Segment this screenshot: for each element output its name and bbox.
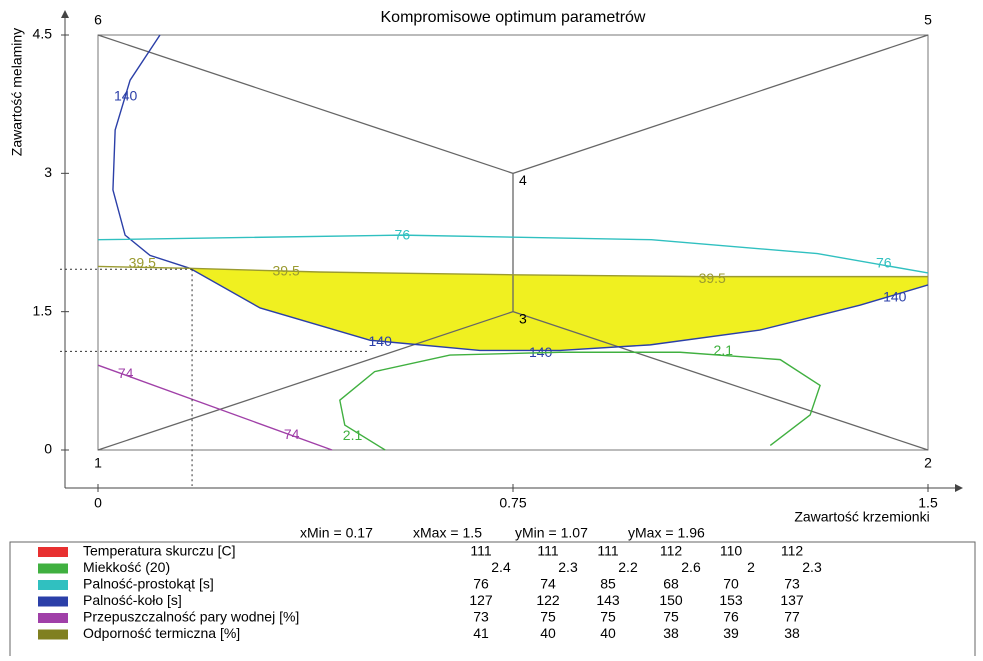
- design-line: [512, 34, 929, 174]
- legend-swatch: [38, 596, 68, 607]
- legend-swatch: [38, 547, 68, 557]
- legend-label: Temperatura skurczu [C]: [83, 543, 236, 559]
- table-value: 73: [473, 609, 489, 625]
- contour-label: 2.1: [714, 342, 734, 358]
- contour-label: 140: [114, 87, 138, 103]
- chart-title: Kompromisowe optimum parametrów: [381, 9, 646, 26]
- table-value: 143: [596, 592, 620, 608]
- table-value: 110: [720, 543, 743, 559]
- contour-label: 140: [883, 289, 907, 305]
- contour-label: 76: [395, 227, 411, 243]
- table-value: 75: [600, 609, 616, 625]
- design-line: [512, 311, 929, 451]
- table-value: 75: [540, 609, 556, 625]
- contour-label: 39.5: [699, 270, 726, 286]
- table-value: 2.4: [491, 559, 511, 575]
- y-axis-label: Zawartość melaminy: [9, 28, 25, 156]
- table-value: 2.6: [681, 559, 701, 575]
- table-value: 39: [723, 625, 739, 641]
- contour-label: 2.1: [343, 427, 363, 443]
- contour-label: 39.5: [273, 263, 300, 279]
- legend-label: Przepuszczalność pary wodnej [%]: [83, 609, 299, 625]
- legend-swatch: [38, 580, 68, 590]
- table-value: 153: [719, 592, 743, 608]
- limit-label: xMax =: [413, 525, 459, 541]
- contour-line: [97, 234, 929, 274]
- table-value: 38: [784, 625, 800, 641]
- vertex-label: 6: [94, 12, 102, 28]
- contour-line: [97, 364, 333, 451]
- table-value: 127: [469, 592, 493, 608]
- table-value: 111: [597, 543, 618, 559]
- contour-line: [112, 34, 929, 352]
- table-value: 38: [663, 625, 679, 641]
- table-value: 76: [723, 609, 739, 625]
- x-tick-label: 0: [94, 495, 102, 511]
- vertex-label: 2: [924, 455, 932, 471]
- table-value: 40: [600, 625, 616, 641]
- design-line: [97, 311, 514, 451]
- contour-label: 76: [876, 254, 892, 270]
- x-tick-label: 0.75: [499, 495, 526, 511]
- contour-label: 39.5: [129, 254, 156, 270]
- limit-label: yMax =: [628, 525, 674, 541]
- contour-label: 140: [369, 333, 393, 349]
- table-value: 112: [781, 543, 804, 559]
- x-arrow: [955, 484, 963, 492]
- table-value: 74: [540, 576, 556, 592]
- limit-label: xMin =: [300, 525, 342, 541]
- limit-value: 1.96: [678, 525, 705, 541]
- table-value: 70: [723, 576, 739, 592]
- table-value: 111: [537, 543, 558, 559]
- vertex-label: 1: [94, 455, 102, 471]
- legend-swatch: [38, 629, 68, 640]
- legend-swatch: [38, 563, 68, 574]
- contour-line: [97, 265, 928, 278]
- feasible-region: [189, 268, 928, 351]
- table-value: 76: [473, 576, 489, 592]
- table-value: 77: [784, 609, 800, 625]
- table-value: 122: [536, 592, 560, 608]
- vertex-label: 4: [519, 172, 527, 188]
- table-value: 68: [663, 576, 679, 592]
- table-value: 73: [784, 576, 800, 592]
- legend-label: Miekkość (20): [83, 559, 170, 575]
- contour-label: 74: [284, 426, 300, 442]
- y-arrow: [61, 10, 69, 18]
- table-value: 137: [780, 592, 804, 608]
- table-value: 2.3: [802, 559, 822, 575]
- table-value: 75: [663, 609, 679, 625]
- limit-value: 0.17: [346, 525, 373, 541]
- vertex-label: 3: [519, 310, 527, 326]
- limit-value: 1.5: [463, 525, 483, 541]
- plot-frame: [97, 34, 929, 451]
- y-tick-label: 1.5: [33, 302, 53, 318]
- vertex-label: 5: [924, 12, 932, 28]
- table-value: 111: [470, 543, 491, 559]
- table-value: 85: [600, 576, 616, 592]
- table-value: 112: [660, 543, 683, 559]
- table-value: 41: [473, 625, 489, 641]
- y-tick-label: 3: [44, 164, 52, 180]
- table-value: 2.3: [558, 559, 578, 575]
- legend-label: Palność-prostokąt [s]: [83, 576, 214, 592]
- y-tick-label: 0: [44, 441, 52, 457]
- contour-line: [339, 351, 821, 451]
- limit-label: yMin =: [515, 525, 557, 541]
- table-value: 2: [747, 559, 755, 575]
- legend-label: Palność-koło [s]: [83, 592, 182, 608]
- legend-swatch: [38, 613, 68, 623]
- legend-label: Odporność termiczna [%]: [83, 625, 240, 641]
- table-value: 150: [659, 592, 683, 608]
- table-value: 40: [540, 625, 556, 641]
- y-tick-label: 4.5: [33, 26, 53, 42]
- design-line: [97, 34, 514, 174]
- table-value: 2.2: [618, 559, 638, 575]
- x-tick-label: 1.5: [918, 495, 938, 511]
- limit-value: 1.07: [561, 525, 588, 541]
- contour-label: 140: [529, 344, 553, 360]
- x-axis-label: Zawartość krzemionki: [794, 509, 929, 525]
- contour-label: 74: [118, 365, 134, 381]
